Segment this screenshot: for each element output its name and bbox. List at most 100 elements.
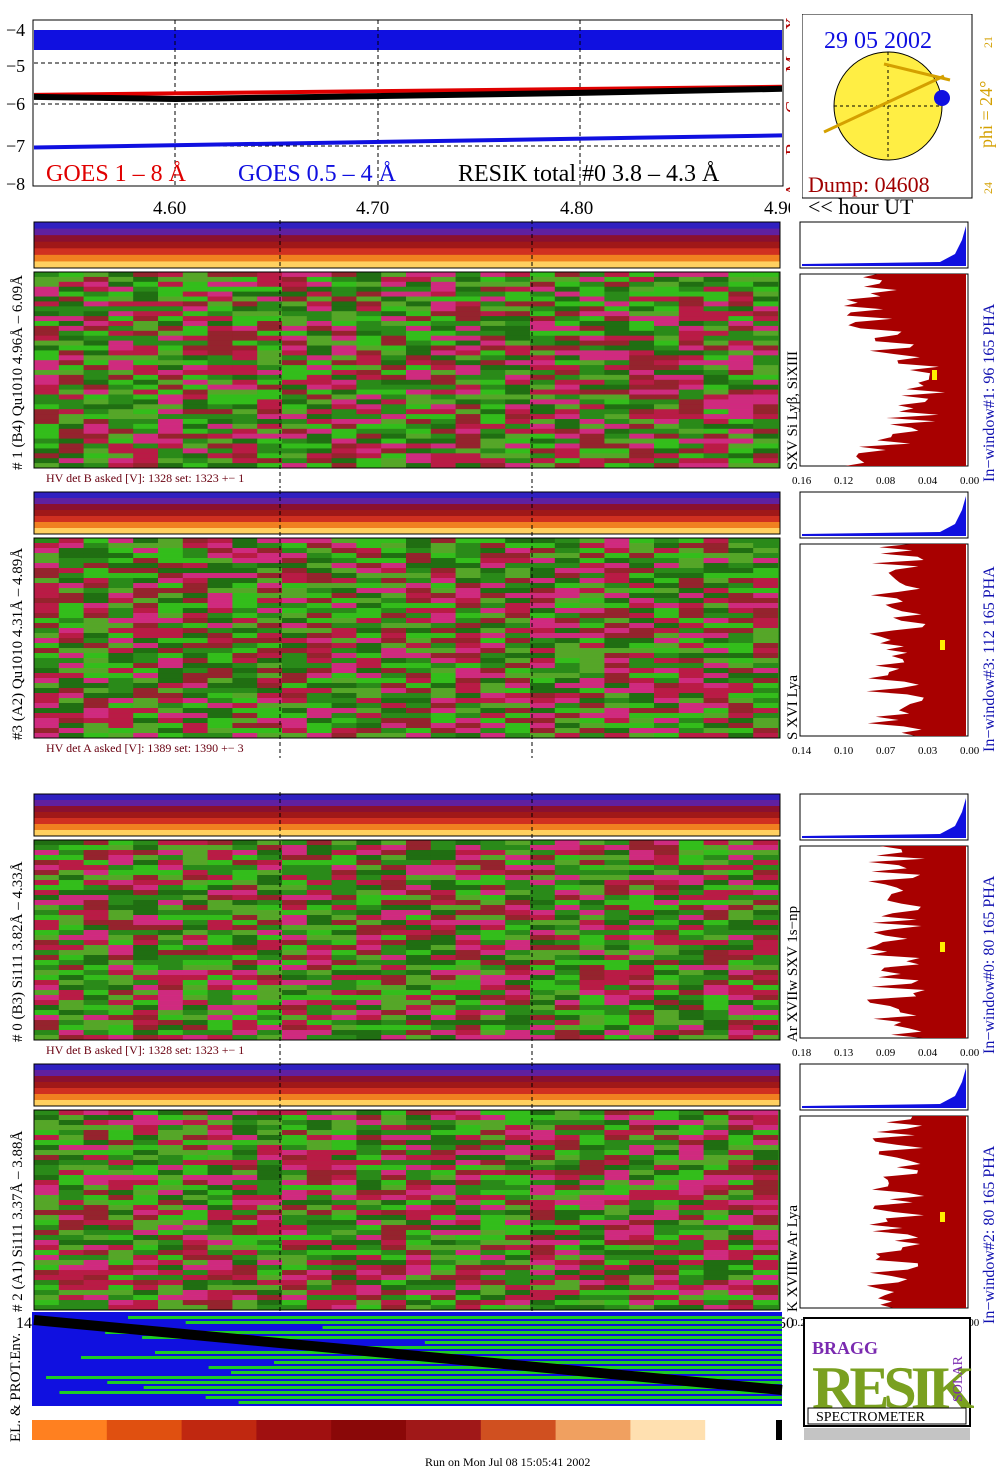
phi-tick-bottom: 24 [981,182,995,194]
strip-band [34,516,780,523]
pha-frame [799,491,969,539]
y-tick-label: −7 [6,136,25,156]
channel-y-label: # 2 (A1) Si111 3.37Å – 3.88Å [10,1130,26,1312]
environment-panel: 1400 1450 1500 1550 EL. & PROT.Env. [8,1312,794,1442]
window-marker [940,942,945,952]
strip-band [34,1094,780,1101]
colorbar [32,1420,782,1440]
y-tick-label: −6 [6,94,25,114]
strip-frame [33,221,781,269]
strip-band [34,261,780,269]
spectrum-x-tick: 0.09 [876,1047,896,1059]
channel-y-label: # 1 (B4) Qu1010 4.96Å – 6.09Å [10,275,26,470]
strip-band [34,824,780,831]
strip-band [34,806,780,813]
strip-band [34,235,780,243]
spectrum-x-tick: 0.00 [960,1047,980,1059]
y-tick-label: −5 [6,56,25,76]
spectrum-x-tick: 0.04 [918,1047,938,1059]
hv-status: HV det B asked [V]: 1328 set: 1323 +− 1 [46,471,244,485]
dump-number: Dump: 04608 [808,172,930,197]
spectrum-x-tick: 0.03 [918,745,938,757]
env-bands [32,1312,783,1406]
strip-band [34,498,780,505]
window-label: In−window#3: 112 165 PHA [981,566,998,752]
spectrum-x-tick: 0.04 [918,475,938,487]
strip-band [34,1076,780,1083]
hv-status: HV det B asked [V]: 1328 set: 1323 +− 1 [46,1043,244,1057]
strip-frame [33,793,781,837]
time-axis-ticks: 4.60 4.70 4.80 4.90 [153,198,790,219]
phi-tick-top: 21 [981,36,995,48]
strip-frame [33,491,781,535]
goes-lightcurve-panel: −4 −5 −6 −7 −8 GOES 1 – 8 Å GOES 0.5 – 4… [6,17,790,219]
goes-long-legend: GOES 1 – 8 Å [46,161,187,187]
heatmap-frame [33,1109,781,1311]
strip-band [34,1064,780,1071]
channel-panel-ch2: # 2 (A1) Si111 3.37Å – 3.88ÅHV det A ask… [10,1062,998,1330]
spectrum-histogram [866,1116,966,1308]
spectrum-x-tick: 0.18 [792,1047,812,1059]
heatmap-frame [33,839,781,1041]
y-tick-label: −8 [6,174,25,194]
time-tick-label: 4.90 [764,198,790,219]
strip-band [34,1082,780,1089]
window-label: In−window#0: 80 165 PHA [981,875,998,1054]
series-line-0 [33,84,783,97]
heatmap-frame [33,537,781,739]
heatmap [34,538,779,739]
strip-band [34,830,780,837]
flare-class-label: X [782,17,790,30]
pha-frame [799,1063,969,1111]
heatmap [34,272,779,469]
strip-band [34,812,780,819]
strip-band [34,228,780,236]
time-tick-label: 4.80 [560,198,593,219]
strip-band [34,492,780,499]
spectrum-histogram [843,274,966,466]
spectrum-x-tick: 0.14 [792,745,812,757]
channel-panel-ch3: #3 (A2) Qu1010 4.31Å – 4.89Å HV det A ask… [10,490,998,758]
spectrum-x-tick: 0.13 [834,1047,854,1059]
phi-angle: phi = 24° [976,81,996,148]
pha-histogram [802,226,966,266]
window-label: In−window#2: 80 165 PHA [981,1145,998,1324]
sun-date: 29 05 2002 [824,28,932,54]
goes-short-legend: GOES 0.5 – 4 Å [238,161,397,187]
channel-panel-ch1: # 1 (B4) Qu1010 4.96Å – 6.09Å HV det B as… [10,220,998,488]
logo-spectrometer: SPECTROMETER [816,1410,926,1425]
strip-band [34,528,780,535]
strip-band [34,818,780,825]
flare-class-label: C [782,101,790,113]
heatmap [34,1110,779,1311]
resik-logo: BRAGG RESIK SOLAR SPECTROMETER [803,1317,974,1440]
flare-class-label: B [782,143,790,155]
spectrum-x-tick: 0.00 [960,475,980,487]
spectrum-x-tick: 0.00 [960,745,980,757]
pha-histogram [802,798,966,838]
flare-class-labels: X M C B A [782,17,790,196]
strip-band [34,794,780,801]
pha-frame [799,793,969,841]
logo-bragg: BRAGG [812,1338,878,1358]
env-trend-line [33,1315,783,1395]
line-label: S XVI Lya [785,675,801,740]
window-marker [932,370,937,380]
resik-legend: RESIK total #0 3.8 – 4.3 Å [458,161,720,187]
pha-histogram [802,496,966,536]
strip-band [34,248,780,256]
run-timestamp: Run on Mon Jul 08 15:05:41 2002 [425,1455,591,1469]
series-line-2 [33,85,783,103]
goes-short-band [34,30,782,50]
logo-solar: SOLAR [951,1355,966,1402]
strip-band [34,1100,780,1107]
sun-axis-arrow [883,62,951,82]
y-axis-ticks: −4 −5 −6 −7 −8 [6,20,25,194]
channel-panel-ch0: # 0 (B3) Si111 3.82Å – 4.33Å HV det B ask… [10,792,998,1060]
flare-class-label: A [782,183,790,196]
spectrum-x-tick: 0.08 [876,475,896,487]
spectrum-x-tick: 0.07 [876,745,896,757]
channel-y-label: #3 (A2) Qu1010 4.31Å – 4.89Å [10,548,26,740]
window-label: In−window#1: 96 165 PHA [981,303,998,482]
strip-band [34,222,780,230]
